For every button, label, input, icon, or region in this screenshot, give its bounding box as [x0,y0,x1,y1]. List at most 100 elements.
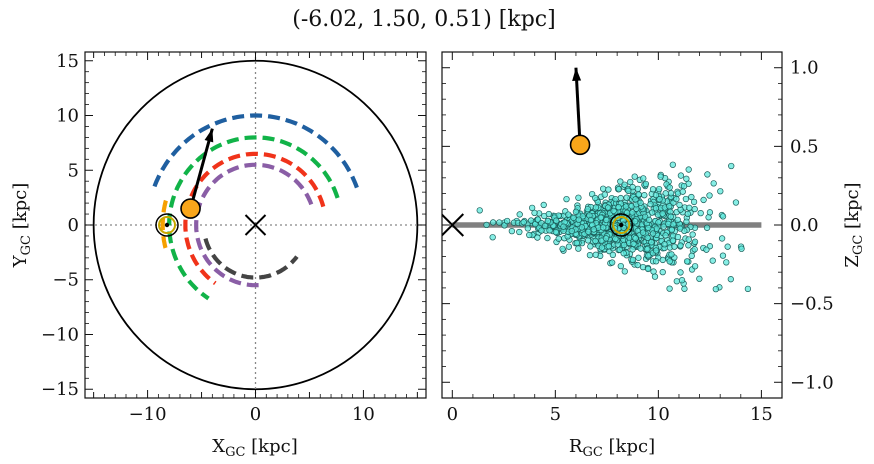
xy-x-tick-label: −10 [129,404,167,425]
star-point [565,211,572,218]
star-point [652,191,660,199]
spiral-arm-4 [203,238,299,280]
star-point [617,178,624,185]
star-point [683,175,690,182]
star-point [609,259,616,266]
star-point [644,246,651,253]
star-point [634,261,641,269]
star-point [680,182,688,190]
sun-outer-ring [609,213,634,237]
star-point [667,213,674,220]
star-point [508,227,516,235]
star-point [503,217,511,225]
star-point [575,194,582,201]
star-point [649,230,657,237]
star-point [584,205,591,213]
star-point [659,210,666,217]
xy-panel: −10 0 10 15 10 5 0 −5 −10 −15 XGC [kpc] YGC [kpc] [10,51,427,460]
star-point [652,205,660,212]
star-point [652,247,660,254]
star-point [545,210,552,218]
xy-y-tick-label: −10 [41,324,79,345]
star-point [552,228,559,236]
star-point [622,203,630,210]
star-point [652,258,660,265]
sun-inner-ring [158,216,177,234]
star-point [584,237,592,244]
star-point [632,235,639,242]
star-point [738,245,745,252]
star-point [686,204,693,211]
star-point [592,204,600,211]
star-point [597,214,604,221]
star-point [727,276,734,283]
star-point [659,256,666,264]
star-point [660,223,667,230]
star-point [683,218,690,225]
star-point [575,216,582,223]
star-point [690,198,698,206]
xy-y-tick-label: 15 [56,51,79,72]
star-point [570,214,577,221]
star-point [710,180,717,187]
star-point [632,218,639,225]
star-point [728,162,735,170]
xy-y-axis-label: YGC [kpc] [10,183,34,269]
galactic-center-marker [442,213,465,237]
star-point [541,222,549,230]
star-point [671,243,678,250]
star-point [673,278,680,285]
star-point [717,188,724,195]
star-point [612,195,619,203]
star-point [676,201,683,209]
figure-title: (-6.02, 1.50, 0.51) [kpc] [292,7,555,32]
star-point [674,233,682,241]
star-point [546,227,553,234]
star-point [691,205,698,213]
star-point [649,186,657,193]
star-point [526,231,533,239]
star-point [644,234,651,241]
rz-y-axis-label: ZGC [kpc] [842,182,866,267]
star-point [609,251,617,259]
star-point [634,185,642,193]
spiral-arm-1 [167,135,340,301]
xy-y-tick-label: 10 [56,106,79,127]
star-point [629,209,636,216]
sun-center-dot [164,222,170,228]
star-point [573,239,580,247]
star-point [676,225,684,232]
star-point [585,228,592,235]
spiral-arm-0 [150,113,359,192]
star-point [696,275,703,282]
star-point [637,245,644,252]
star-point [682,195,690,203]
star-point [527,217,535,224]
star-point [644,265,652,273]
rz-x-tick-label: 5 [550,404,561,425]
rz-y-tick-label: 0.5 [790,136,819,157]
star-point [667,190,675,197]
star-point [630,240,637,248]
star-point [616,246,623,253]
star-point [666,203,673,210]
star-point [592,194,599,202]
star-point [704,171,711,178]
star-point [534,234,541,241]
star-point [697,210,704,217]
star-point [625,187,632,194]
star-point [703,246,710,253]
star-point [605,186,612,193]
rz-y-tick-label: −1.0 [790,372,834,393]
star-point [544,217,551,225]
star-point [617,262,624,270]
star-point [578,224,586,231]
star-point [706,209,714,216]
star-point [677,242,684,249]
xy-y-tick-label: 0 [68,215,79,236]
star-point [719,252,727,259]
boundary-circle [92,59,419,391]
star-point [496,219,503,226]
rz-x-axis-label: RGC [kpc] [569,436,655,460]
star-point [629,256,637,264]
